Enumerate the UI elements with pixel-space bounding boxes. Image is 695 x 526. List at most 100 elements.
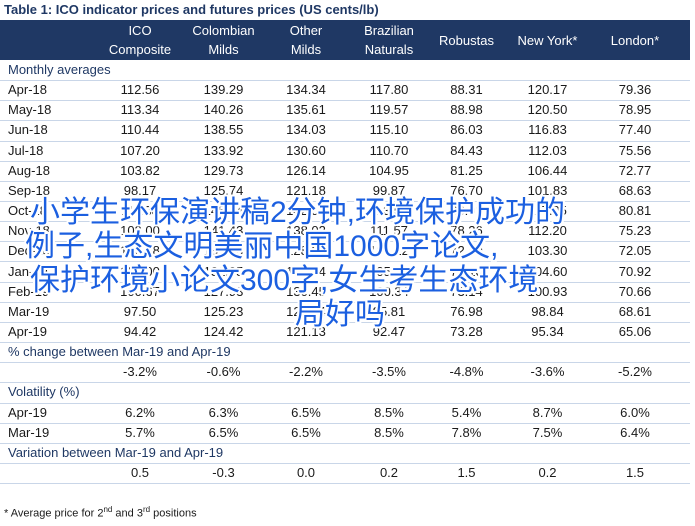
cell-value: 6.4% (620, 424, 650, 440)
cell-value: 130.60 (286, 142, 326, 158)
cell-value: 107.20 (120, 142, 160, 158)
cell-value: 88.98 (450, 102, 483, 118)
section-row: Variation between Mar-19 and Apr-19 (0, 443, 690, 464)
data-row: Apr-19 94.42 124.42 121.13 92.47 73.28 95.34 65… (0, 322, 690, 344)
cell-value: 130.45 (286, 283, 326, 299)
column-header: Brazilian (364, 23, 414, 38)
cell-value: 80.81 (618, 203, 652, 219)
cell-value: 126.14 (286, 162, 326, 178)
footnote-part: * Average price for 2 (4, 507, 104, 520)
column-header: Milds (290, 42, 322, 57)
cell-value: 111.38 (121, 203, 159, 219)
cell-value: 73.28 (450, 323, 483, 339)
data-row: Mar-19 97.50 125.23 123.94 95.81 76.98 98.84 68… (0, 302, 690, 323)
cell-value: 121.13 (286, 323, 326, 339)
cell-value: 6.2% (125, 404, 155, 420)
cell-value: 77.40 (618, 122, 652, 138)
cell-value: 129.73 (203, 162, 244, 178)
cell-value: 120.50 (527, 102, 568, 118)
cell-value: 104.12 (369, 243, 409, 259)
data-row: 0.5 -0.3 0.0 0.2 1.5 0.2 1.5 (0, 463, 690, 485)
row-label: Oct-18 (8, 203, 48, 219)
data-row: Jun-18 110.44 138.55 134.03 115.10 86.03 116.8… (0, 120, 690, 142)
cell-value: 112.20 (528, 223, 567, 239)
cell-value: 94.42 (123, 323, 157, 339)
cell-value: 124.42 (203, 323, 244, 339)
section-label: Variation between Mar-19 and Apr-19 (8, 444, 224, 460)
cell-value: -0.6% (206, 364, 241, 380)
cell-value: 88.31 (450, 82, 483, 98)
cell-value: 139.29 (203, 82, 244, 98)
cell-value: 131.15 (203, 243, 244, 259)
footnote: * Average price for 2nd and 3rd position… (4, 505, 197, 520)
row-label: Mar-19 (8, 424, 50, 440)
cell-value: 8.5% (374, 404, 404, 420)
cell-value: 109.00 (120, 223, 160, 239)
cell-value: -0.3 (212, 465, 235, 480)
data-row: Jan-19 101.00 131.35 129.44 105.72 73.10 104.6… (0, 262, 690, 283)
data-row: Dec-18 100.28 131.15 128.08 104.12 72.80 103.3… (0, 241, 690, 263)
cell-value: 73.14 (450, 283, 483, 299)
cell-value: 5.4% (451, 404, 482, 420)
cell-value: -4.8% (449, 364, 484, 380)
data-row: Jul-18 107.20 133.92 130.60 110.70 84.43 112.0… (0, 141, 690, 162)
cell-value: 105.72 (369, 263, 409, 279)
cell-value: 101.00 (120, 263, 160, 279)
column-header: Colombian (192, 23, 255, 38)
row-label: Feb-19 (8, 283, 50, 299)
row-label: Apr-18 (8, 82, 48, 98)
cell-value: -3.2% (123, 364, 157, 380)
cell-value: 0.5 (130, 465, 150, 480)
footnote-part: positions (150, 507, 197, 520)
cell-value: 8.5% (374, 424, 404, 440)
cell-value: -5.2% (618, 364, 652, 380)
cell-value: 70.66 (618, 283, 652, 299)
cell-value: 95.81 (372, 303, 406, 319)
data-row: Mar-19 5.7% 6.5% 6.5% 8.5% 7.8% 7.5% 6.4% (0, 423, 690, 444)
cell-value: 115.10 (369, 122, 409, 138)
row-label: Jan-19 (8, 263, 48, 279)
cell-value: 79.36 (618, 82, 652, 98)
cell-value: 7.8% (451, 424, 482, 440)
cell-value: 138.55 (203, 122, 244, 138)
cell-value: 86.03 (450, 122, 483, 138)
row-label: May-18 (8, 102, 52, 118)
data-row: Sep-18 98.17 125.74 121.18 99.87 76.70 101.83 6… (0, 181, 690, 203)
cell-value: 100.93 (527, 283, 568, 299)
cell-value: 125.23 (203, 303, 244, 319)
data-row: May-18 113.34 140.26 135.61 119.57 88.98 120.5… (0, 100, 690, 122)
footnote-part: nd (103, 505, 113, 514)
row-label: Mar-19 (8, 303, 50, 319)
watermark-line: 小学生环保演讲稿2分钟,环境保护成功的 (30, 196, 566, 229)
cell-value: 106.44 (527, 162, 568, 178)
cell-value: 76.70 (450, 182, 483, 198)
row-label: Apr-19 (8, 404, 48, 420)
section-label: % change between Mar-19 and Apr-19 (8, 344, 231, 360)
column-header: Milds (208, 42, 239, 57)
cell-value: 97.50 (123, 303, 157, 319)
cell-value: 84.43 (450, 142, 483, 158)
row-label: Sep-18 (8, 182, 50, 198)
cell-value: 70.92 (618, 263, 652, 279)
cell-value: 103.82 (120, 162, 160, 178)
cell-value: 128.08 (286, 243, 326, 259)
cell-value: 68.61 (618, 303, 652, 319)
cell-value: 123.94 (286, 303, 326, 319)
column-header: Composite (108, 42, 172, 57)
row-label: Nov-18 (8, 223, 50, 239)
watermark-line: 例子,生态文明美丽中国1000字论文, (25, 230, 499, 263)
cell-value: 104.95 (369, 162, 409, 178)
cell-value: 6.5% (291, 404, 321, 420)
cell-value: 117.80 (369, 82, 409, 98)
cell-value: 142.54 (286, 203, 326, 219)
cell-value: 72.77 (618, 162, 652, 178)
cell-value: -2.2% (289, 364, 323, 380)
cell-value: 75.56 (618, 142, 652, 158)
cell-value: 8.7% (532, 404, 563, 420)
section-row: % change between Mar-19 and Apr-19 (0, 342, 690, 364)
cell-value: 110.44 (120, 122, 160, 138)
section-row: Volatility (%) (0, 382, 690, 404)
cell-value: 113.34 (120, 102, 160, 118)
section-label: Volatility (%) (8, 384, 80, 400)
cell-value: 140.26 (203, 102, 244, 118)
